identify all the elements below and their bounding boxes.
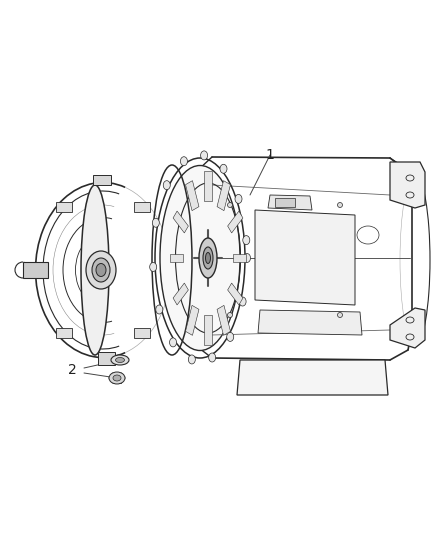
- Ellipse shape: [235, 195, 242, 204]
- Text: 1: 1: [265, 148, 275, 162]
- Ellipse shape: [201, 151, 208, 160]
- Ellipse shape: [96, 263, 106, 277]
- Ellipse shape: [203, 247, 213, 269]
- Ellipse shape: [113, 375, 121, 381]
- Ellipse shape: [227, 312, 233, 318]
- Ellipse shape: [156, 305, 163, 314]
- Polygon shape: [186, 305, 199, 335]
- Polygon shape: [173, 211, 188, 233]
- Polygon shape: [23, 262, 48, 278]
- Polygon shape: [204, 315, 212, 345]
- Polygon shape: [237, 360, 388, 395]
- Ellipse shape: [116, 358, 124, 362]
- Ellipse shape: [111, 355, 129, 365]
- Ellipse shape: [170, 338, 177, 347]
- Ellipse shape: [180, 157, 187, 166]
- Polygon shape: [228, 283, 243, 305]
- Polygon shape: [170, 254, 183, 262]
- Ellipse shape: [338, 203, 343, 207]
- Polygon shape: [233, 254, 246, 262]
- Ellipse shape: [152, 219, 159, 227]
- Polygon shape: [57, 328, 72, 338]
- Ellipse shape: [86, 251, 116, 289]
- Polygon shape: [98, 352, 115, 365]
- Ellipse shape: [188, 355, 195, 364]
- Ellipse shape: [244, 254, 251, 262]
- Ellipse shape: [92, 258, 110, 282]
- Polygon shape: [173, 283, 188, 305]
- Polygon shape: [186, 181, 199, 211]
- Text: 2: 2: [67, 363, 76, 377]
- Polygon shape: [275, 198, 295, 207]
- Polygon shape: [268, 195, 312, 210]
- Polygon shape: [57, 202, 72, 212]
- Ellipse shape: [150, 262, 157, 271]
- Ellipse shape: [163, 181, 170, 190]
- Polygon shape: [217, 305, 230, 335]
- Polygon shape: [258, 310, 362, 335]
- Ellipse shape: [160, 166, 240, 351]
- Polygon shape: [390, 308, 425, 348]
- Ellipse shape: [109, 372, 125, 384]
- Ellipse shape: [81, 185, 109, 355]
- Ellipse shape: [227, 203, 233, 207]
- Polygon shape: [217, 181, 230, 211]
- Ellipse shape: [205, 253, 211, 263]
- Polygon shape: [255, 210, 355, 305]
- Polygon shape: [134, 202, 149, 212]
- Ellipse shape: [220, 164, 227, 173]
- Polygon shape: [228, 211, 243, 233]
- Polygon shape: [93, 175, 111, 185]
- Ellipse shape: [239, 297, 246, 306]
- Ellipse shape: [243, 236, 250, 245]
- Ellipse shape: [227, 333, 234, 342]
- Ellipse shape: [338, 312, 343, 318]
- Polygon shape: [204, 171, 212, 201]
- Polygon shape: [134, 328, 149, 338]
- Ellipse shape: [208, 353, 215, 362]
- Polygon shape: [390, 162, 425, 208]
- Ellipse shape: [199, 238, 217, 278]
